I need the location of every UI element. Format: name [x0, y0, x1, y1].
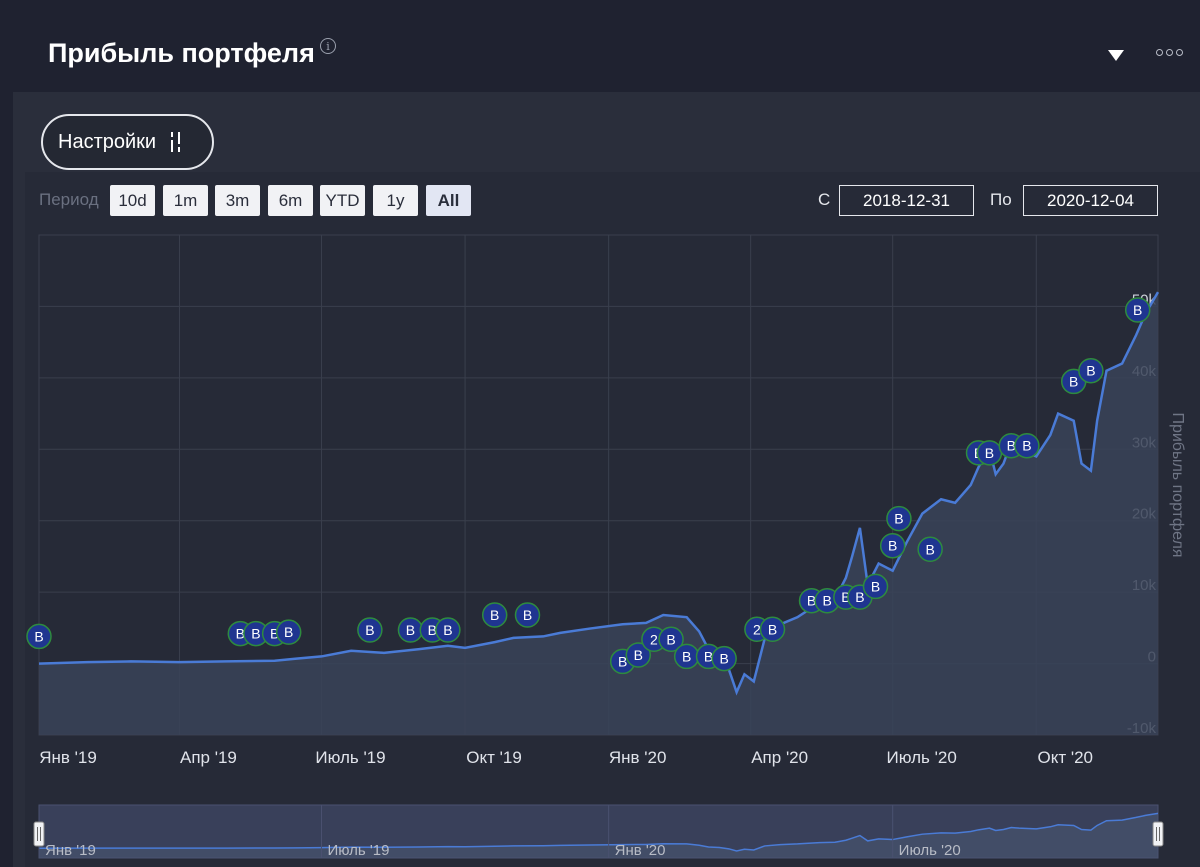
annotation-label: 2 [753, 621, 761, 637]
x-tick-label: Июль '19 [315, 748, 385, 767]
annotation-label: B [925, 541, 934, 557]
annotation-label: B [894, 511, 903, 527]
x-tick-label: Апр '19 [180, 748, 237, 767]
annotation-label: B [618, 653, 627, 669]
annotation-label: B [985, 445, 994, 461]
period-label: Период [39, 190, 99, 209]
x-tick-label: Окт '20 [1038, 748, 1094, 767]
period-button-6m[interactable]: 6m [268, 185, 313, 216]
annotation-label: B [270, 626, 279, 642]
more-icon[interactable] [1156, 49, 1183, 56]
annotation-label: B [523, 607, 532, 623]
series-line [38, 291, 1160, 696]
annotation-label: B [1133, 302, 1142, 318]
x-tick-label: Янв '20 [609, 748, 667, 767]
annotation-label: B [666, 631, 675, 647]
period-button-10d[interactable]: 10d [110, 185, 155, 216]
header: Прибыль портфеля i [0, 0, 1200, 92]
annotation-label: B [1086, 363, 1095, 379]
navigator-label: Июль '20 [899, 842, 961, 859]
annotation-label: B [634, 647, 643, 663]
navigator-label: Янв '20 [615, 842, 666, 859]
period-button-ytd[interactable]: YTD [320, 185, 365, 216]
period-button-all[interactable]: All [426, 185, 471, 216]
info-icon[interactable]: i [320, 38, 336, 54]
annotation-marker [625, 642, 652, 668]
annotation-label: B [719, 651, 728, 667]
settings-button[interactable]: Настройки [41, 114, 214, 170]
range-to-input[interactable]: 2020-12-04 [1023, 185, 1158, 216]
annotation-marker [481, 602, 508, 628]
annotation-marker [759, 616, 786, 643]
sliders-icon [169, 131, 183, 153]
annotation-marker [1078, 357, 1104, 384]
annotation-label: B [34, 628, 43, 644]
y-axis-title: Прибыль портфеля [1169, 412, 1186, 557]
annotation-label: B [284, 624, 293, 640]
annotation-marker [711, 645, 737, 672]
period-button-1m[interactable]: 1m [163, 185, 208, 216]
annotation-label: B [871, 578, 880, 594]
range-from-input[interactable]: 2018-12-31 [839, 185, 974, 216]
x-tick-label: Апр '20 [751, 748, 808, 767]
annotation-label: 2 [650, 631, 658, 647]
annotation-label: B [855, 589, 864, 605]
annotation-marker [879, 532, 906, 559]
navigator-label: Июль '19 [327, 842, 389, 859]
page-title: Прибыль портфеля [48, 38, 315, 68]
annotation-label: B [490, 607, 499, 623]
dropdown-icon[interactable] [1108, 50, 1124, 61]
navigator-line [38, 812, 1159, 852]
annotation-label: B [251, 626, 260, 642]
series-area [39, 292, 1158, 735]
annotation-marker [917, 536, 943, 563]
navigator-area [39, 813, 1158, 858]
x-tick-label: Окт '19 [466, 748, 522, 767]
settings-label: Настройки [58, 130, 157, 153]
annotation-label: B [682, 648, 691, 664]
annotation-marker [862, 573, 889, 600]
annotation-marker [1014, 432, 1040, 459]
navigator-handle-left[interactable] [33, 821, 45, 847]
annotation-marker [275, 619, 302, 645]
navigator-handle-right[interactable] [1152, 821, 1164, 847]
annotation-label: B [1022, 438, 1031, 454]
annotation-label: B [807, 593, 816, 609]
annotation-label: B [822, 593, 831, 609]
navigator-label: Янв '19 [45, 842, 96, 859]
x-tick-label: Янв '19 [39, 748, 97, 767]
annotation-marker [886, 505, 912, 532]
range-from-label: С [818, 190, 831, 209]
annotation-label: B [841, 589, 850, 605]
annotation-label: B [768, 621, 777, 637]
annotation-marker [435, 617, 461, 643]
annotation-marker [658, 626, 684, 653]
annotation-label: B [1069, 373, 1078, 389]
annotation-label: B [443, 622, 452, 638]
annotation-marker [26, 623, 52, 650]
annotation-label: B [428, 622, 437, 638]
annotation-label: B [704, 648, 713, 664]
range-to-label: По [990, 190, 1012, 209]
annotation-label: B [236, 626, 245, 642]
annotation-marker [514, 602, 541, 628]
annotation-label: B [365, 622, 374, 638]
period-button-3m[interactable]: 3m [215, 185, 260, 216]
annotation-label: B [888, 538, 897, 554]
x-tick-label: Июль '20 [887, 748, 957, 767]
annotation-marker [1124, 297, 1151, 323]
annotation-marker [357, 617, 383, 643]
annotation-label: B [406, 622, 415, 638]
annotation-label: B [1007, 438, 1016, 454]
period-button-1y[interactable]: 1y [373, 185, 418, 216]
